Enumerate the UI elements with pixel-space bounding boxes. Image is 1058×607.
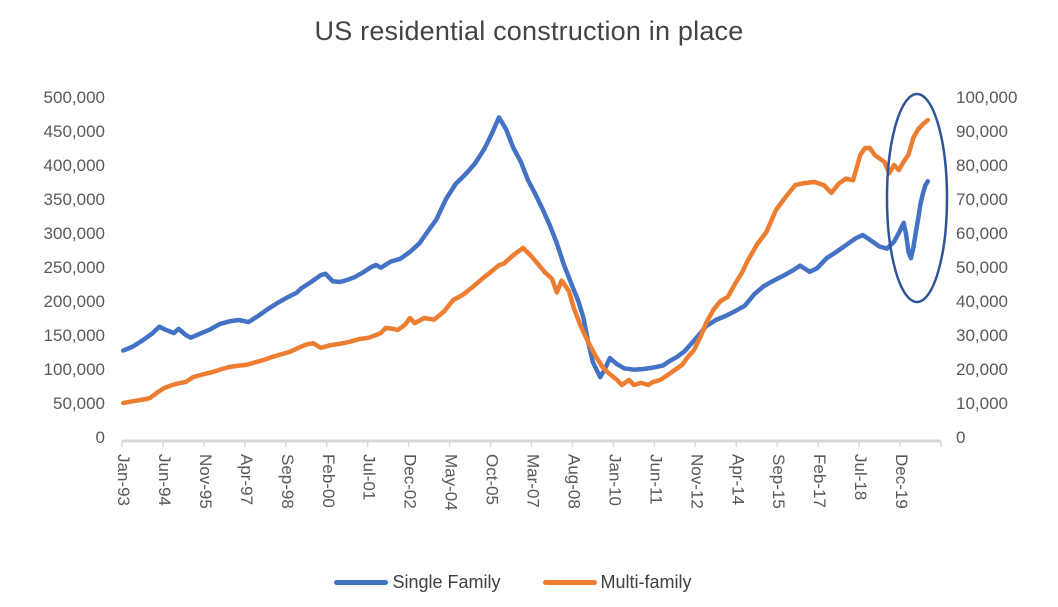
- x-axis-tick-label: Dec-19: [892, 454, 911, 509]
- right-axis-tick-label: 90,000: [956, 122, 1008, 141]
- legend-label-multi-family: Multi-family: [600, 572, 692, 592]
- right-axis-tick-label: 20,000: [956, 360, 1008, 379]
- left-axis-tick-label: 500,000: [44, 88, 105, 107]
- x-axis-tick-label: Jul-01: [360, 454, 379, 500]
- single-family-line-swatch: [334, 580, 389, 585]
- right-axis-tick-label: 50,000: [956, 258, 1008, 277]
- x-axis-tick-label: Oct-05: [483, 454, 502, 505]
- left-axis-tick-label: 50,000: [53, 394, 105, 413]
- left-axis-tick-label: 250,000: [44, 258, 105, 277]
- x-axis-tick-label: Apr-97: [237, 454, 256, 505]
- right-axis-tick-label: 70,000: [956, 190, 1008, 209]
- right-axis-tick-label: 10,000: [956, 394, 1008, 413]
- right-axis-tick-label: 60,000: [956, 224, 1008, 243]
- x-axis-tick-label: Sep-98: [278, 454, 297, 509]
- left-axis-tick-label: 400,000: [44, 156, 105, 175]
- x-axis-tick-label: Sep-15: [769, 454, 788, 509]
- series-line-multi-family[interactable]: [120, 117, 931, 406]
- legend-label-single-family: Single Family: [392, 572, 501, 592]
- x-axis-tick-label: Jan-10: [605, 454, 624, 506]
- x-axis-tick-label: Apr-14: [728, 454, 747, 505]
- chart-title: US residential construction in place: [314, 16, 744, 46]
- x-axis-tick-label: Jul-18: [851, 454, 870, 500]
- legend: Single Family Multi-family: [0, 572, 1026, 593]
- right-axis-tick-label: 0: [956, 428, 965, 447]
- multi-family-line-swatch: [542, 580, 597, 585]
- x-axis-tick-label: Jun-11: [646, 454, 665, 505]
- left-axis-tick-label: 150,000: [44, 326, 105, 345]
- right-axis-tick-label: 40,000: [956, 292, 1008, 311]
- x-axis-tick-label: Dec-02: [401, 454, 420, 509]
- left-axis-tick-label: 100,000: [44, 360, 105, 379]
- left-axis-tick-label: 0: [96, 428, 105, 447]
- highlight-ellipse-annotation[interactable]: [885, 92, 949, 304]
- x-axis-tick-label: Feb-00: [319, 454, 338, 508]
- x-axis-tick-label: Aug-08: [564, 454, 583, 509]
- x-axis-tick-label: Jan-93: [114, 454, 133, 506]
- x-axis-tick-label: Feb-17: [810, 454, 829, 508]
- x-axis-tick-label: Nov-12: [687, 454, 706, 509]
- right-axis-tick-label: 30,000: [956, 326, 1008, 345]
- legend-item-single-family[interactable]: Single Family: [334, 572, 501, 593]
- right-axis-tick-label: 100,000: [956, 88, 1017, 107]
- right-axis-tick-label: 80,000: [956, 156, 1008, 175]
- x-axis-tick-label: Mar-07: [524, 454, 543, 508]
- x-axis-tick-label: Nov-95: [196, 454, 215, 509]
- x-axis-tick-label: Jun-94: [155, 454, 174, 506]
- left-axis-tick-label: 200,000: [44, 292, 105, 311]
- legend-item-multi-family[interactable]: Multi-family: [542, 572, 692, 593]
- series-line-single-family[interactable]: [120, 115, 931, 380]
- left-axis-tick-label: 300,000: [44, 224, 105, 243]
- x-axis-tick-label: May-04: [442, 454, 461, 511]
- left-axis-tick-label: 350,000: [44, 190, 105, 209]
- left-axis-tick-label: 450,000: [44, 122, 105, 141]
